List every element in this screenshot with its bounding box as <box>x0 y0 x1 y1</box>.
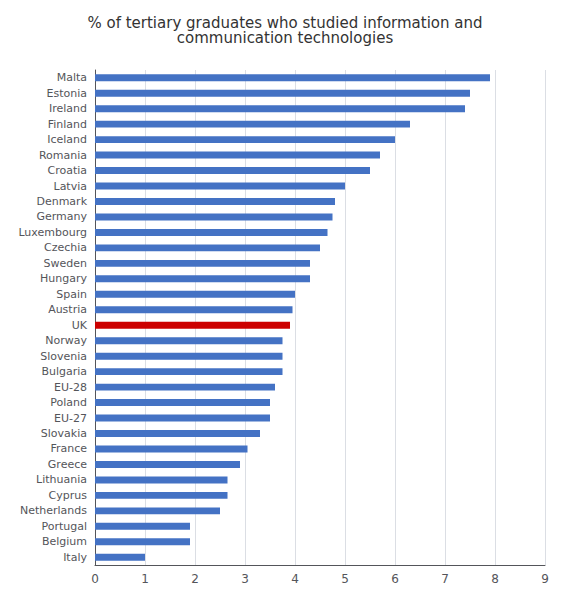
svg-text:5: 5 <box>341 572 349 586</box>
svg-text:9: 9 <box>541 572 549 586</box>
svg-text:Romania: Romania <box>39 149 87 162</box>
svg-text:7: 7 <box>441 572 449 586</box>
svg-text:2: 2 <box>191 572 199 586</box>
svg-text:communication technologies: communication technologies <box>177 29 394 47</box>
svg-text:UK: UK <box>72 319 88 332</box>
svg-text:Italy: Italy <box>63 551 87 564</box>
svg-text:Hungary: Hungary <box>40 272 87 285</box>
svg-text:Ireland: Ireland <box>49 102 87 115</box>
svg-text:Austria: Austria <box>48 303 87 316</box>
svg-text:Denmark: Denmark <box>36 195 87 208</box>
svg-text:Germany: Germany <box>36 210 87 223</box>
svg-text:Slovakia: Slovakia <box>41 427 87 440</box>
svg-text:Croatia: Croatia <box>47 164 87 177</box>
svg-text:4: 4 <box>291 572 299 586</box>
svg-text:Malta: Malta <box>57 71 87 84</box>
svg-text:EU-27: EU-27 <box>54 412 87 425</box>
svg-text:0: 0 <box>91 572 99 586</box>
svg-text:Czechia: Czechia <box>44 241 87 254</box>
svg-text:Lithuania: Lithuania <box>36 473 87 486</box>
svg-text:Poland: Poland <box>50 396 87 409</box>
svg-text:France: France <box>50 442 87 455</box>
svg-text:Latvia: Latvia <box>54 180 88 193</box>
svg-text:Sweden: Sweden <box>44 257 87 270</box>
svg-text:Spain: Spain <box>56 288 87 301</box>
svg-text:Slovenia: Slovenia <box>40 350 87 363</box>
svg-text:8: 8 <box>491 572 499 586</box>
svg-text:1: 1 <box>141 572 149 586</box>
svg-text:% of tertiary graduates who st: % of tertiary graduates who studied info… <box>87 13 483 32</box>
svg-text:Finland: Finland <box>48 118 87 131</box>
svg-text:Estonia: Estonia <box>47 87 88 100</box>
svg-text:Norway: Norway <box>45 334 87 347</box>
svg-text:3: 3 <box>241 572 249 586</box>
svg-text:Netherlands: Netherlands <box>20 504 87 517</box>
svg-text:Portugal: Portugal <box>41 520 87 533</box>
svg-text:Belgium: Belgium <box>42 535 87 548</box>
svg-text:6: 6 <box>391 572 399 586</box>
svg-text:Greece: Greece <box>48 458 87 471</box>
svg-text:Cyprus: Cyprus <box>49 489 88 502</box>
svg-text:Luxembourg: Luxembourg <box>18 226 87 239</box>
svg-text:EU-28: EU-28 <box>54 381 87 394</box>
svg-text:Iceland: Iceland <box>47 133 87 146</box>
svg-text:Bulgaria: Bulgaria <box>41 365 87 378</box>
